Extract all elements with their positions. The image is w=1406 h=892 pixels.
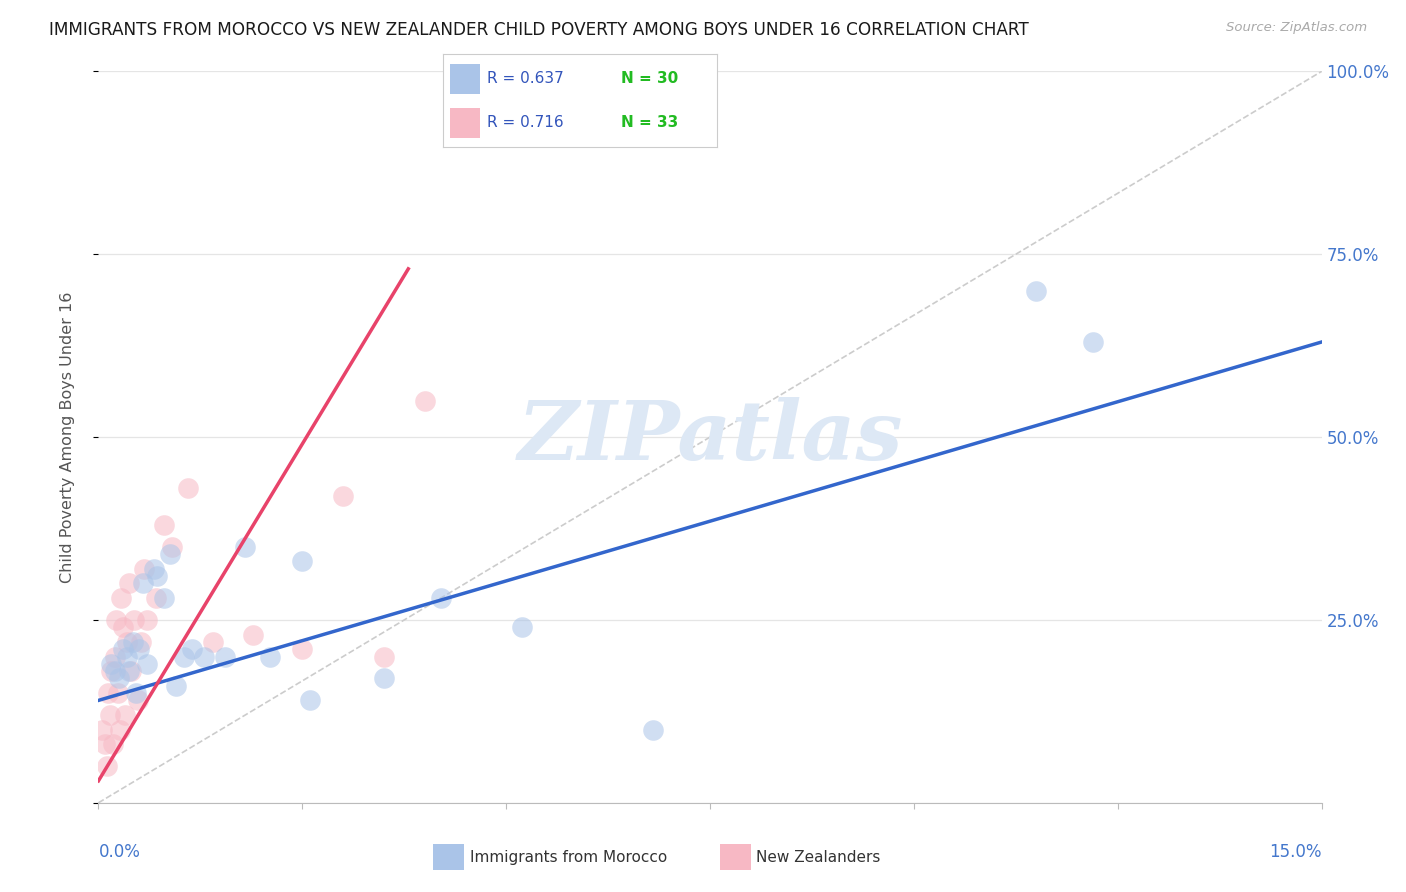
Point — [107, 686, 129, 700]
Point — [136, 613, 159, 627]
Point — [110, 591, 132, 605]
Text: ZIPatlas: ZIPatlas — [517, 397, 903, 477]
Point — [173, 649, 195, 664]
Point — [214, 649, 236, 664]
Point — [125, 686, 148, 700]
Point — [160, 540, 183, 554]
Point — [100, 664, 122, 678]
Point — [114, 708, 136, 723]
Point — [291, 554, 314, 568]
Point — [127, 693, 149, 707]
Point — [104, 649, 127, 664]
Point — [495, 64, 517, 78]
Point — [373, 649, 395, 664]
Point — [104, 664, 127, 678]
Point — [332, 489, 354, 503]
Point — [1025, 284, 1047, 298]
Point — [177, 481, 200, 495]
Point — [233, 540, 256, 554]
Text: Immigrants from Morocco: Immigrants from Morocco — [470, 850, 666, 864]
Point — [373, 672, 395, 686]
Point — [124, 613, 146, 627]
Point — [413, 393, 436, 408]
Text: New Zealanders: New Zealanders — [756, 850, 880, 864]
Point — [105, 613, 128, 627]
Point — [159, 547, 181, 561]
Point — [97, 686, 120, 700]
Point — [145, 591, 167, 605]
Point — [91, 723, 114, 737]
Text: N = 33: N = 33 — [621, 115, 678, 130]
Point — [132, 562, 155, 576]
Point — [291, 642, 314, 657]
Point — [430, 591, 453, 605]
Point — [193, 649, 215, 664]
Point — [242, 627, 264, 641]
Point — [100, 657, 122, 671]
Point — [101, 737, 124, 751]
Point — [152, 591, 174, 605]
Point — [132, 576, 155, 591]
Text: R = 0.716: R = 0.716 — [486, 115, 564, 130]
Point — [94, 737, 117, 751]
Point — [142, 562, 165, 576]
Point — [1083, 334, 1105, 349]
Bar — [450, 64, 479, 94]
Point — [96, 759, 118, 773]
Point — [118, 664, 141, 678]
Bar — [720, 844, 751, 871]
Point — [146, 569, 169, 583]
Point — [115, 649, 138, 664]
Point — [201, 635, 224, 649]
Point — [111, 642, 134, 657]
Point — [120, 664, 142, 678]
Point — [152, 517, 174, 532]
Point — [108, 672, 131, 686]
Text: N = 30: N = 30 — [621, 71, 678, 87]
Text: Source: ZipAtlas.com: Source: ZipAtlas.com — [1226, 21, 1367, 34]
Point — [121, 635, 143, 649]
Text: R = 0.637: R = 0.637 — [486, 71, 564, 87]
Point — [181, 642, 204, 657]
Point — [115, 635, 138, 649]
Text: IMMIGRANTS FROM MOROCCO VS NEW ZEALANDER CHILD POVERTY AMONG BOYS UNDER 16 CORRE: IMMIGRANTS FROM MOROCCO VS NEW ZEALANDER… — [49, 21, 1029, 38]
Point — [259, 649, 281, 664]
Text: 0.0%: 0.0% — [98, 843, 141, 861]
Bar — [450, 108, 479, 138]
Point — [165, 679, 187, 693]
Text: 15.0%: 15.0% — [1270, 843, 1322, 861]
Point — [128, 642, 150, 657]
Point — [108, 723, 131, 737]
Point — [111, 620, 134, 634]
Point — [129, 635, 152, 649]
Point — [512, 620, 534, 634]
Bar — [433, 844, 464, 871]
Point — [136, 657, 159, 671]
Point — [641, 723, 664, 737]
Point — [299, 693, 322, 707]
Point — [118, 576, 141, 591]
Y-axis label: Child Poverty Among Boys Under 16: Child Poverty Among Boys Under 16 — [60, 292, 75, 582]
Point — [98, 708, 121, 723]
